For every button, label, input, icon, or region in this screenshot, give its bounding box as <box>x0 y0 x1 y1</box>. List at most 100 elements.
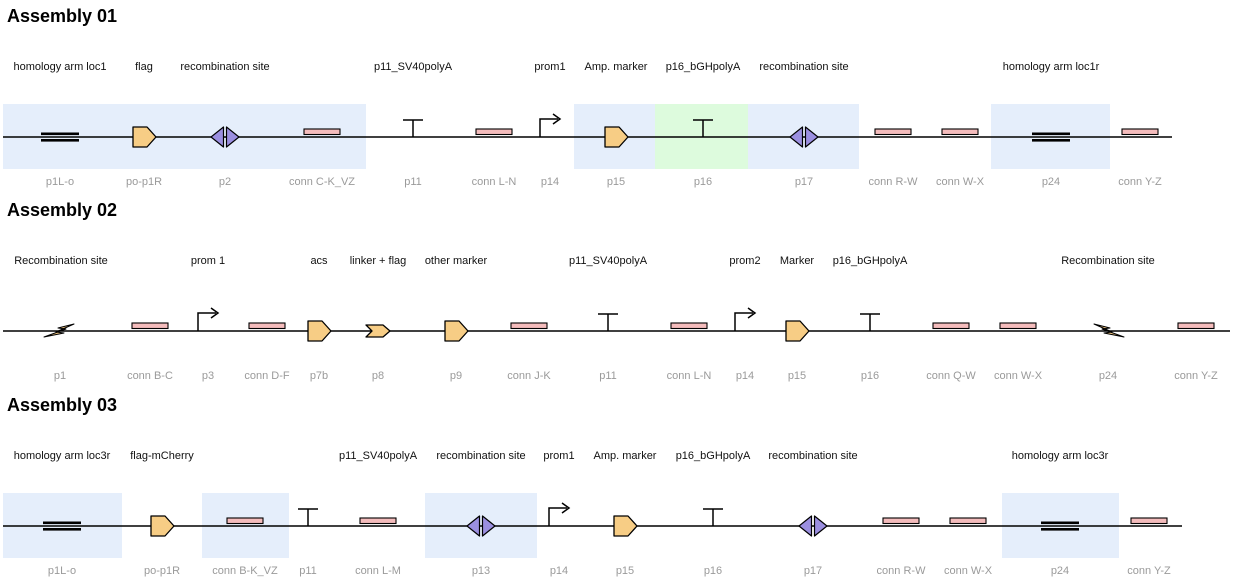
part-id-label: p8 <box>372 370 384 382</box>
connector-glyph <box>932 322 970 330</box>
part-description-label: prom1 <box>543 450 574 462</box>
part-id-label: conn R-W <box>877 565 927 577</box>
connector-glyph <box>1177 322 1215 330</box>
connector-glyph <box>874 128 912 136</box>
part-description-label: linker + flag <box>350 255 407 267</box>
part-id-label: conn W-X <box>936 176 985 188</box>
part-description-label: p16_bGHpolyA <box>833 255 908 267</box>
part-id-label: p1 <box>54 370 66 382</box>
part-id-label: p14 <box>736 370 754 382</box>
terminator-glyph <box>703 508 723 526</box>
cds-glyph <box>785 320 810 342</box>
part-description-label: other marker <box>425 255 488 267</box>
recomb-zigzag-glyph <box>43 323 75 338</box>
connector-glyph <box>226 517 264 525</box>
connector-glyph <box>949 517 987 525</box>
promoter-glyph <box>197 307 220 331</box>
connector-glyph <box>1121 128 1159 136</box>
part-id-label: conn D-F <box>244 370 290 382</box>
promoter-glyph <box>539 113 562 137</box>
part-id-label: p3 <box>202 370 214 382</box>
assembly-title: Assembly 01 <box>7 6 117 26</box>
part-description-label: homology arm loc1r <box>1003 61 1100 73</box>
part-id-label: p13 <box>472 565 490 577</box>
part-id-label: p16 <box>704 565 722 577</box>
part-description-label: homology arm loc3r <box>14 450 111 462</box>
part-description-label: recombination site <box>180 61 269 73</box>
part-description-label: flag-mCherry <box>130 450 194 462</box>
part-id-label: p15 <box>788 370 806 382</box>
recombination-site-glyph <box>466 515 496 537</box>
part-description-label: p16_bGHpolyA <box>666 61 741 73</box>
part-id-label: conn C-K_VZ <box>289 176 355 188</box>
part-id-label: conn L-N <box>667 370 712 382</box>
part-description-label: homology arm loc3r <box>1012 450 1109 462</box>
recombination-site-glyph <box>210 126 240 148</box>
terminator-glyph <box>403 119 423 137</box>
cds-glyph <box>132 126 157 148</box>
part-id-label: conn B-C <box>127 370 173 382</box>
part-description-label: p11_SV40polyA <box>569 255 648 267</box>
part-id-label: conn Y-Z <box>1127 565 1171 577</box>
connector-glyph <box>303 128 341 136</box>
cds-glyph <box>444 320 469 342</box>
homology-arm-glyph <box>43 521 81 531</box>
connector-glyph <box>510 322 548 330</box>
part-description-label: Marker <box>780 255 815 267</box>
part-description-label: prom 1 <box>191 255 225 267</box>
assembly-3: Assembly 03 homology arm loc3r flag-mCherr… <box>3 395 1182 577</box>
part-description-label: recombination site <box>436 450 525 462</box>
terminator-glyph <box>860 313 880 331</box>
part-id-label: p2 <box>219 176 231 188</box>
assembly-2: Assembly 02 Recombination site prom 1 acs li… <box>3 200 1230 382</box>
part-id-label: p15 <box>616 565 634 577</box>
promoter-glyph <box>734 307 757 331</box>
terminator-glyph <box>298 508 318 526</box>
part-id-label: conn W-X <box>994 370 1043 382</box>
part-id-label: p16 <box>861 370 879 382</box>
cds-glyph <box>604 126 629 148</box>
terminator-glyph <box>598 313 618 331</box>
connector-glyph <box>1130 517 1168 525</box>
part-id-label: conn Y-Z <box>1174 370 1218 382</box>
part-id-label: p11 <box>404 176 422 188</box>
part-id-label: p24 <box>1042 176 1060 188</box>
assembly-1: Assembly 01 homology arm loc1 flag recombin… <box>3 6 1172 188</box>
recombination-site-glyph <box>789 126 819 148</box>
connector-glyph <box>882 517 920 525</box>
part-description-label: recombination site <box>768 450 857 462</box>
part-id-label: p17 <box>795 176 813 188</box>
part-description-label: p11_SV40polyA <box>374 61 453 73</box>
part-id-label: po-p1R <box>144 565 180 577</box>
part-description-label: homology arm loc1 <box>14 61 107 73</box>
part-id-label: p15 <box>607 176 625 188</box>
connector-glyph <box>248 322 286 330</box>
assembly-title: Assembly 03 <box>7 395 117 415</box>
part-id-label: p9 <box>450 370 462 382</box>
connector-glyph <box>999 322 1037 330</box>
part-description-label: Amp. marker <box>585 61 648 73</box>
connector-glyph <box>131 322 169 330</box>
connector-glyph <box>670 322 708 330</box>
cds-glyph <box>307 320 332 342</box>
part-description-label: Recombination site <box>1061 255 1155 267</box>
homology-arm-glyph <box>1032 132 1070 142</box>
part-id-label: p14 <box>550 565 568 577</box>
connector-glyph <box>475 128 513 136</box>
part-id-label: conn L-M <box>355 565 401 577</box>
assembly-title: Assembly 02 <box>7 200 117 220</box>
part-description-label: recombination site <box>759 61 848 73</box>
part-description-label: flag <box>135 61 153 73</box>
terminator-glyph <box>693 119 713 137</box>
part-id-label: conn J-K <box>507 370 551 382</box>
part-id-label: po-p1R <box>126 176 162 188</box>
part-description-label: p11_SV40polyA <box>339 450 418 462</box>
part-id-label: conn R-W <box>869 176 919 188</box>
cds-glyph <box>150 515 175 537</box>
part-id-label: conn L-N <box>472 176 517 188</box>
part-description-label: acs <box>310 255 328 267</box>
part-id-label: p24 <box>1051 565 1069 577</box>
part-description-label: Amp. marker <box>594 450 657 462</box>
chevron-glyph <box>365 324 391 338</box>
